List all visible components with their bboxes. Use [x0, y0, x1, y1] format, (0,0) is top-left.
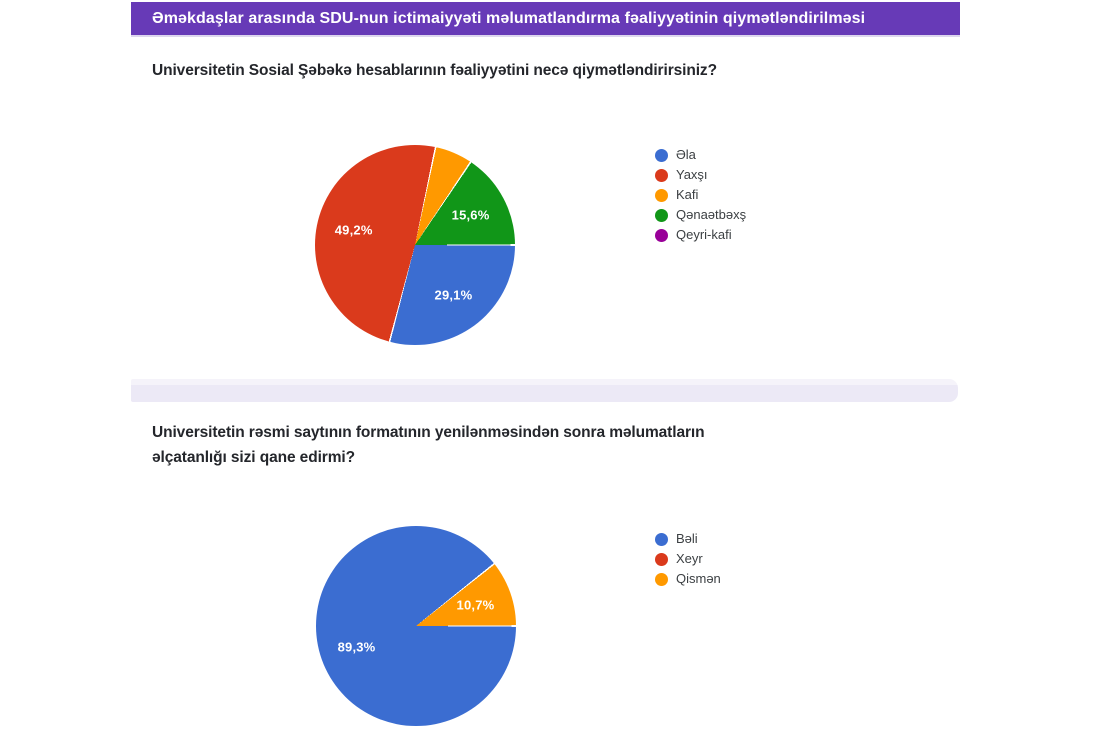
legend-item: Xeyr	[655, 549, 721, 569]
legend-label: Yaxşı	[676, 167, 708, 182]
pie-chart-social-accounts: 29,1% 49,2% 15,6%	[315, 145, 515, 345]
pie-slice-label: 15,6%	[451, 207, 490, 223]
question-1-text: Universitetin Sosial Şəbəkə hesablarının…	[152, 62, 717, 79]
legend-color-dot	[655, 148, 668, 162]
legend-item: Əla	[655, 145, 746, 165]
legend-color-dot	[655, 168, 668, 182]
form-title: Əməkdaşlar arasında SDU-nun ictimaiyyəti…	[152, 9, 866, 27]
legend-item: Yaxşı	[655, 165, 746, 185]
question-1-title: Universitetin Sosial Şəbəkə hesablarının…	[152, 58, 717, 83]
legend-label: Kafi	[676, 187, 699, 202]
pie-chart-website-accessibility-legend: Bəli Xeyr Qismən	[655, 529, 721, 589]
pie-slice-label: 10,7%	[456, 597, 495, 613]
legend-label: Qeyri-kafi	[676, 227, 732, 242]
legend-item: Qismən	[655, 569, 721, 589]
legend-label: Xeyr	[676, 551, 703, 566]
pie-chart-social-accounts-legend: Əla Yaxşı Kafi Qənaətbəxş Qeyri-kafi	[655, 145, 746, 245]
legend-label: Qənaətbəxş	[676, 207, 747, 222]
legend-color-dot	[655, 188, 668, 202]
legend-item: Qeyri-kafi	[655, 225, 746, 245]
legend-color-dot	[655, 552, 668, 566]
legend-label: Qismən	[676, 571, 721, 586]
question-2-text-line-1: Universitetin rəsmi saytının formatının …	[152, 424, 705, 441]
legend-color-dot	[655, 228, 668, 242]
section-separator	[131, 379, 958, 402]
legend-label: Əla	[676, 147, 696, 162]
question-2-title: Universitetin rəsmi saytının formatının …	[152, 420, 705, 470]
pie-chart-website-accessibility: 89,3% 10,7%	[316, 526, 516, 726]
pie-slice-label: 29,1%	[434, 287, 473, 303]
legend-item: Qənaətbəxş	[655, 205, 746, 225]
legend-label: Bəli	[676, 531, 698, 546]
legend-item: Bəli	[655, 529, 721, 549]
legend-color-dot	[655, 572, 668, 586]
pie-slice-label: 89,3%	[337, 639, 376, 655]
legend-color-dot	[655, 208, 668, 222]
legend-color-dot	[655, 532, 668, 546]
pie-slice-label: 49,2%	[334, 222, 373, 238]
question-2-text-line-2: əlçatanlığı sizi qane edirmi?	[152, 449, 355, 466]
legend-item: Kafi	[655, 185, 746, 205]
form-title-bar: Əməkdaşlar arasında SDU-nun ictimaiyyəti…	[131, 2, 960, 37]
